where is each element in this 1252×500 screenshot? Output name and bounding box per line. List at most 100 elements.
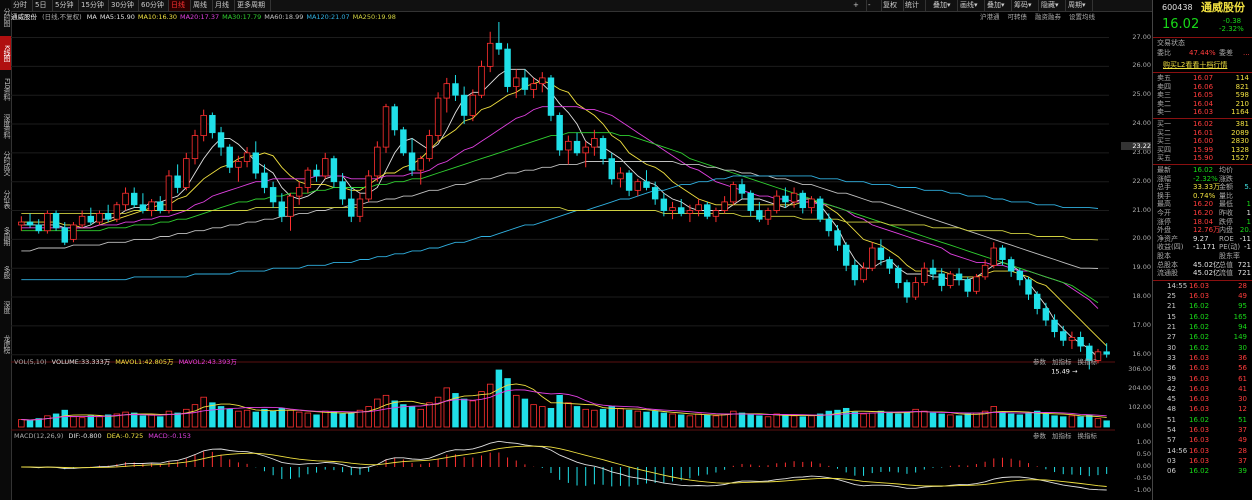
candle	[469, 89, 477, 122]
tick-price: 16.02	[1189, 333, 1210, 342]
toolbar-tool-3[interactable]: 统计	[903, 0, 926, 11]
candle	[1077, 331, 1084, 352]
candle	[669, 201, 676, 220]
candle	[617, 167, 624, 188]
volume-bar	[18, 419, 25, 428]
candle	[70, 222, 77, 243]
tick-time: 33	[1167, 353, 1176, 362]
ma-link-3[interactable]: 设置均线	[1069, 13, 1095, 21]
candle	[96, 210, 103, 225]
candle	[634, 178, 642, 197]
tick-volume: 39	[1238, 467, 1247, 476]
stat-row-9: 收益(四) -1.171 PE(动) -1	[1153, 243, 1252, 252]
toolbar-tool-1[interactable]: -	[866, 0, 882, 11]
toolbar-action-5[interactable]: 周期▾	[1066, 0, 1093, 11]
left-nav-item-1[interactable]: K线图	[0, 36, 11, 70]
candle	[113, 201, 121, 223]
left-nav-item-7[interactable]: 多股	[3, 266, 11, 278]
candle	[799, 190, 806, 214]
candle	[834, 224, 841, 251]
period-tab-7[interactable]: 周线	[191, 0, 213, 11]
tick-volume: 28	[1238, 281, 1247, 290]
period-tab-8[interactable]: 月线	[213, 0, 235, 11]
volume-legend-item-2: MAVOL2:43.393万	[178, 358, 237, 366]
tick-row: 51 16.02 51	[1153, 416, 1252, 425]
left-nav-item-8[interactable]: 深度	[3, 301, 11, 313]
toolbar-tool-2[interactable]: 复权	[881, 0, 904, 11]
stat-row-12: 流通股 45.02亿 流值 721	[1153, 269, 1252, 278]
volume-bar	[209, 402, 216, 428]
candle	[938, 268, 945, 292]
bid-row-0: 买一 16.02 381	[1153, 120, 1252, 129]
volume-bar	[200, 396, 207, 428]
period-toolbar: 分时 5日 5分钟 15分钟 30分钟 60分钟 日线 周线 月线 更多周期 + - 复权 统计 叠加▾ 画线…	[11, 0, 1152, 12]
toolbar-action-3[interactable]: 筹码▾	[1012, 0, 1039, 11]
volume-bar	[790, 415, 798, 428]
volume-bar	[61, 409, 68, 428]
volume-bar	[1103, 420, 1110, 428]
tick-price: 16.03	[1189, 426, 1210, 434]
left-nav-item-4[interactable]: 分时成交	[3, 151, 11, 175]
ma-link-2[interactable]: 融资融券	[1035, 13, 1061, 21]
candle	[660, 193, 668, 217]
left-nav-item-3[interactable]: 深度资料	[3, 114, 11, 138]
stat-label-2: 跌停	[1219, 217, 1233, 226]
candle	[434, 92, 442, 142]
period-tab-0[interactable]: 分时	[11, 0, 33, 11]
toolbar-tool-0[interactable]: +	[851, 0, 867, 11]
tick-price: 16.03	[1189, 292, 1210, 301]
ma-link-0[interactable]: 沪港通	[980, 13, 1000, 21]
candlestick-chart[interactable]: ← 27.7515.49 →	[11, 22, 1121, 498]
volume-bar	[712, 415, 720, 428]
period-tab-2[interactable]: 5分钟	[53, 0, 79, 11]
candle	[157, 196, 164, 214]
candle	[122, 187, 129, 211]
volume-bar	[816, 413, 824, 428]
left-nav-item-9[interactable]: 龙虎榜	[3, 335, 11, 353]
macd-btn-1[interactable]: 加指标	[1052, 432, 1072, 440]
candle	[565, 135, 572, 165]
candle	[964, 276, 971, 298]
toolbar-action-2[interactable]: 叠加▾	[985, 0, 1012, 11]
volume-bar	[973, 412, 980, 428]
period-tab-9[interactable]: 更多周期	[235, 0, 271, 11]
volume-bar	[183, 408, 190, 428]
volume-btn-2[interactable]: 换指标	[1077, 358, 1098, 366]
period-tab-1[interactable]: 5日	[33, 0, 53, 11]
left-nav-item-5[interactable]: 分价表	[3, 190, 11, 208]
left-nav-item-6[interactable]: 多周期	[3, 227, 11, 245]
volume-btn-1[interactable]: 加指标	[1052, 358, 1072, 366]
volume-bar	[964, 413, 971, 428]
toolbar-action-4[interactable]: 隐藏▾	[1039, 0, 1066, 11]
volume-bar	[756, 415, 763, 428]
tick-row: 27 16.02 149	[1153, 333, 1252, 342]
volume-bar	[547, 407, 555, 428]
tick-price: 16.03	[1189, 446, 1210, 455]
book-label: 买三	[1157, 137, 1171, 146]
period-tab-3[interactable]: 15分钟	[79, 0, 109, 11]
ma-link-1[interactable]: 可转债	[1007, 13, 1028, 21]
macd-btn-2[interactable]: 换指标	[1077, 432, 1098, 440]
stat-label: 最高	[1157, 200, 1171, 209]
left-nav-item-0[interactable]: 分时图	[3, 8, 11, 26]
volume-btn-0[interactable]: 参数	[1033, 358, 1046, 366]
volume-bar	[269, 410, 277, 428]
price-tick-7: 20.00	[1132, 234, 1151, 243]
candle	[287, 193, 294, 231]
volume-bar	[44, 415, 51, 428]
stat-row-2: 总手 33.33万 金额 5.	[1153, 183, 1252, 192]
candle	[825, 213, 833, 237]
volume-bar	[295, 411, 303, 428]
period-tab-5[interactable]: 60分钟	[139, 0, 169, 11]
candle	[608, 152, 615, 185]
period-tab-4[interactable]: 30分钟	[109, 0, 139, 11]
stock-name: 通威股份	[11, 13, 37, 21]
toolbar-action-0[interactable]: 叠加▾	[931, 0, 958, 11]
candle	[452, 75, 459, 101]
ask-row-1: 卖四 16.06 821	[1153, 83, 1252, 92]
l2-promo-link[interactable]: 购买L2看看十档行情	[1163, 61, 1228, 69]
left-nav-item-2[interactable]: F10资料	[3, 78, 11, 100]
macd-btn-0[interactable]: 参数	[1033, 432, 1046, 440]
toolbar-action-1[interactable]: 画线▾	[958, 0, 985, 11]
period-tab-6[interactable]: 日线	[169, 0, 191, 11]
